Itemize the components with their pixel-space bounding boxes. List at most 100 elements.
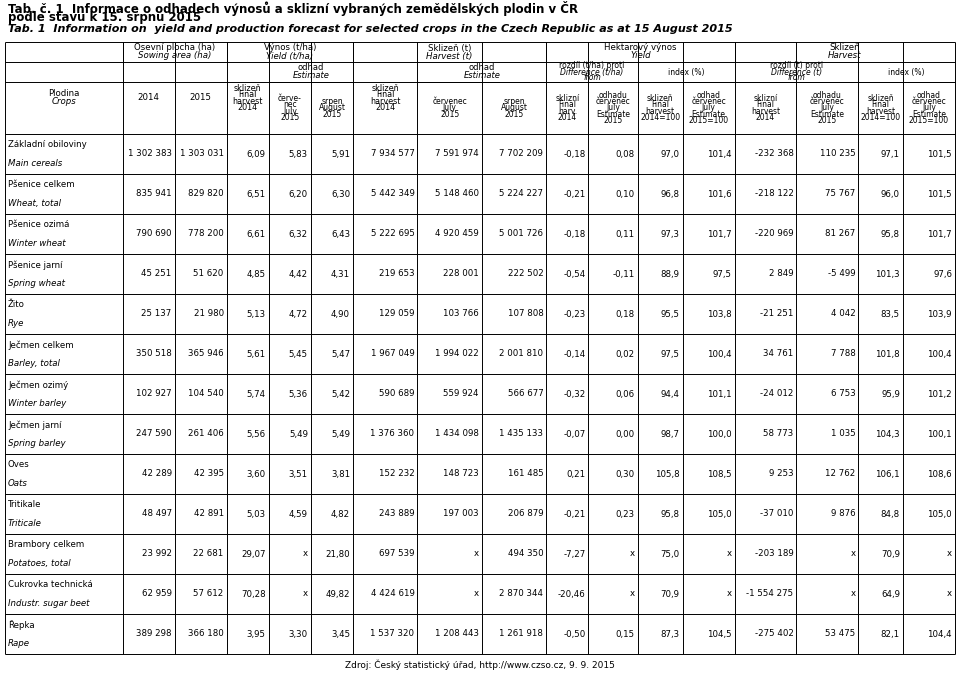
Text: Estimate: Estimate [810, 109, 845, 119]
Text: podle stavu k 15. srpnu 2015: podle stavu k 15. srpnu 2015 [8, 12, 202, 24]
Text: Plodina: Plodina [48, 90, 80, 99]
Text: 2 870 344: 2 870 344 [499, 590, 543, 598]
Text: 104,5: 104,5 [707, 630, 732, 639]
Text: 101,4: 101,4 [707, 150, 732, 158]
Text: 95,8: 95,8 [881, 230, 900, 239]
Text: 42 395: 42 395 [194, 469, 224, 479]
Text: index (%): index (%) [888, 67, 924, 77]
Text: x: x [947, 590, 952, 598]
Text: 2014=100: 2014=100 [860, 113, 900, 122]
Text: 222 502: 222 502 [508, 269, 543, 279]
Text: -0,11: -0,11 [612, 269, 635, 279]
Text: Pšenice jarní: Pšenice jarní [8, 260, 62, 269]
Text: Tab. č. 1  Informace o odhadech výnosů a sklizní vybraných zemědělských plodin v: Tab. č. 1 Informace o odhadech výnosů a … [8, 1, 578, 16]
Text: 102 927: 102 927 [136, 390, 172, 398]
Text: 0,30: 0,30 [615, 469, 635, 479]
Text: 2015: 2015 [323, 109, 342, 119]
Text: Řepka: Řepka [8, 619, 35, 630]
Text: 1 434 098: 1 434 098 [435, 430, 479, 439]
Text: 0,15: 0,15 [615, 630, 635, 639]
Text: 4,72: 4,72 [289, 309, 308, 318]
Text: 1 303 031: 1 303 031 [180, 150, 224, 158]
Text: sklizní: sklizní [754, 94, 778, 103]
Text: July: July [443, 103, 457, 112]
Text: 9 876: 9 876 [830, 509, 855, 518]
Text: July: July [702, 103, 715, 112]
Text: 247 590: 247 590 [136, 430, 172, 439]
Text: 3,60: 3,60 [247, 469, 266, 479]
Text: 5,13: 5,13 [247, 309, 266, 318]
Text: Difference (t): Difference (t) [771, 67, 822, 77]
Text: Estimate: Estimate [596, 109, 630, 119]
Text: červenec: červenec [691, 97, 726, 106]
Text: 110 235: 110 235 [820, 150, 855, 158]
Text: -0,32: -0,32 [564, 390, 586, 398]
Text: 104,4: 104,4 [927, 630, 952, 639]
Text: 42 289: 42 289 [141, 469, 172, 479]
Text: odhadu: odhadu [813, 91, 842, 100]
Text: 101,3: 101,3 [876, 269, 900, 279]
Text: 4,59: 4,59 [289, 509, 308, 518]
Text: 95,8: 95,8 [660, 509, 680, 518]
Text: 70,9: 70,9 [881, 549, 900, 558]
Text: Pšenice ozimá: Pšenice ozimá [8, 220, 69, 229]
Text: July: July [606, 103, 620, 112]
Text: Winter wheat: Winter wheat [8, 239, 65, 248]
Text: 5,47: 5,47 [331, 350, 350, 358]
Text: harvest: harvest [866, 107, 896, 116]
Text: -0,14: -0,14 [564, 350, 586, 358]
Text: 5 442 349: 5 442 349 [371, 190, 415, 199]
Text: 101,7: 101,7 [707, 230, 732, 239]
Text: -0,50: -0,50 [564, 630, 586, 639]
Text: 1 261 918: 1 261 918 [499, 630, 543, 639]
Text: 5,42: 5,42 [331, 390, 350, 398]
Text: 62 959: 62 959 [142, 590, 172, 598]
Text: 5 148 460: 5 148 460 [435, 190, 479, 199]
Text: 12 762: 12 762 [826, 469, 855, 479]
Text: July: July [821, 103, 834, 112]
Text: 95,5: 95,5 [660, 309, 680, 318]
Text: x: x [947, 549, 952, 558]
Text: 97,1: 97,1 [881, 150, 900, 158]
Text: 6,43: 6,43 [331, 230, 350, 239]
Text: 53 475: 53 475 [826, 630, 855, 639]
Text: 87,3: 87,3 [660, 630, 680, 639]
Text: 6,30: 6,30 [331, 190, 350, 199]
Text: 104 540: 104 540 [188, 390, 224, 398]
Text: 108,6: 108,6 [927, 469, 952, 479]
Text: rozdíl (t) proti: rozdíl (t) proti [770, 61, 823, 71]
Text: 261 406: 261 406 [188, 430, 224, 439]
Text: Oats: Oats [8, 479, 28, 488]
Text: Ječmen ozimý: Ječmen ozimý [8, 380, 68, 390]
Text: 22 681: 22 681 [194, 549, 224, 558]
Text: 0,00: 0,00 [615, 430, 635, 439]
Text: 1 435 133: 1 435 133 [499, 430, 543, 439]
Text: 778 200: 778 200 [188, 230, 224, 239]
Text: 2015: 2015 [604, 116, 623, 125]
Text: Rye: Rye [8, 319, 24, 328]
Text: 101,8: 101,8 [876, 350, 900, 358]
Text: August: August [319, 103, 346, 112]
Text: 161 485: 161 485 [508, 469, 543, 479]
Text: srpen: srpen [322, 97, 343, 106]
Text: 566 677: 566 677 [508, 390, 543, 398]
Text: červenec: červenec [432, 97, 467, 106]
Text: 4 424 619: 4 424 619 [371, 590, 415, 598]
Text: x: x [302, 590, 308, 598]
Text: 70,28: 70,28 [241, 590, 266, 598]
Text: -24 012: -24 012 [760, 390, 794, 398]
Text: 100,4: 100,4 [707, 350, 732, 358]
Text: August: August [500, 103, 528, 112]
Text: 243 889: 243 889 [379, 509, 415, 518]
Text: 106,1: 106,1 [876, 469, 900, 479]
Text: 95,9: 95,9 [881, 390, 900, 398]
Text: červe-: červe- [278, 94, 301, 103]
Text: 790 690: 790 690 [136, 230, 172, 239]
Text: Estimate: Estimate [464, 71, 500, 80]
Text: -0,54: -0,54 [564, 269, 586, 279]
Text: Ječmen jarní: Ječmen jarní [8, 420, 61, 430]
Text: 3,81: 3,81 [331, 469, 350, 479]
Text: 2 849: 2 849 [769, 269, 794, 279]
Text: -0,23: -0,23 [564, 309, 586, 318]
Text: červenec: červenec [912, 97, 947, 106]
